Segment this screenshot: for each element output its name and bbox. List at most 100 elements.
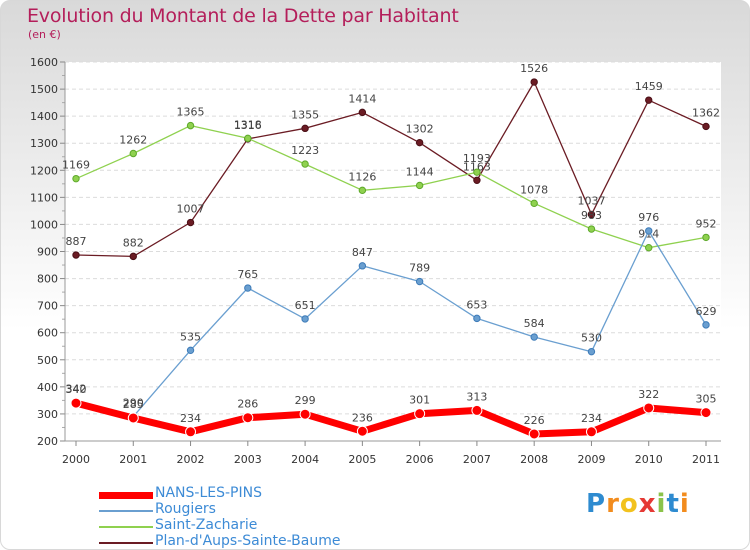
y-tick-label: 1500 [30,83,58,96]
series-line-0 [72,399,710,438]
data-label: 765 [237,268,258,281]
series-point-3 [473,176,481,185]
data-label: 847 [352,246,373,259]
data-label: 530 [581,332,602,345]
legend-item: Plan-d'Aups-Sainte-Baume [99,533,399,549]
y-tick-label: 600 [37,327,58,340]
logo-letter: P [586,489,607,519]
logo-letter: o [619,489,639,519]
data-label: 342 [66,383,87,396]
data-label: 1459 [635,80,663,93]
y-tick-label: 800 [37,273,58,286]
x-tick-label: 2008 [520,453,548,466]
series-point-3 [301,124,309,133]
logo-letter: r [606,489,620,519]
series-point-3 [587,210,596,219]
series-point-1 [186,346,195,355]
x-tick-label: 2004 [291,453,319,466]
data-label: 651 [295,299,316,312]
series-line-2 [75,124,707,249]
series-point-2 [473,168,481,176]
legend-label: Rougiers [155,501,216,517]
y-tick-label: 1600 [30,56,58,69]
series-point-2 [358,186,367,195]
legend-item: Saint-Zacharie [99,517,399,535]
series-point-2 [301,160,309,168]
data-label: 340 [66,383,87,396]
series-point-0 [471,404,483,416]
data-label: 1302 [406,123,434,136]
x-tick-label: 2005 [348,453,376,466]
data-label: 1163 [463,160,491,173]
data-label: 983 [581,209,602,222]
series-point-2 [702,233,710,242]
x-tick-label: 2010 [635,453,663,466]
series-point-2 [244,134,252,143]
data-label: 1169 [62,159,90,172]
chart-legend: NANS-LES-PINS Rougiers Saint-Zacharie Plan-… [99,485,399,549]
y-tick-label: 1300 [30,137,58,150]
y-tick-label: 1200 [30,164,58,177]
series-point-3 [530,78,538,86]
x-tick-label: 2009 [577,453,605,466]
data-label: 882 [123,236,144,249]
legend-swatch [99,491,153,499]
data-label: 234 [581,412,602,425]
series-point-1 [702,321,710,329]
series-point-3 [415,138,424,147]
data-label: 535 [180,330,201,343]
series-point-1 [415,277,424,286]
x-tick-label: 2003 [234,453,262,466]
series-line-3 [75,81,707,258]
series-point-0 [643,402,655,414]
series-point-0 [185,426,197,438]
data-label: 1355 [291,108,319,121]
legend-swatch [99,526,153,528]
legend-label: NANS-LES-PINS [155,485,262,501]
data-label: 1365 [177,106,205,119]
series-point-3 [645,96,653,104]
data-label: 1526 [520,62,548,75]
chart-unit-label: (en €) [28,28,61,41]
data-label: 952 [696,217,717,230]
x-tick-label: 2001 [119,453,147,466]
x-tick-label: 2002 [177,453,205,466]
data-label: 1223 [291,144,319,157]
data-label: 236 [352,411,373,424]
data-label: 234 [180,412,201,425]
series-point-1 [244,284,252,292]
series-point-0 [356,425,368,437]
legend-item: NANS-LES-PINS [99,485,399,503]
data-label: 1078 [520,183,548,196]
data-label: 1007 [177,203,205,216]
data-label: 1193 [463,152,491,165]
series-point-1 [301,315,309,323]
data-label: 1318 [234,118,262,131]
series-point-1 [587,347,596,356]
series-point-2 [415,181,424,190]
data-label: 789 [409,262,430,275]
legend-swatch [99,542,153,544]
data-label: 653 [466,298,487,311]
data-label: 313 [466,390,487,403]
data-label: 286 [237,398,258,411]
series-point-1 [473,314,481,323]
data-label: 1414 [348,92,376,105]
x-tick-label: 2000 [62,453,90,466]
legend-item: Rougiers [99,501,399,519]
x-tick-label: 2007 [463,453,491,466]
series-point-1 [530,333,538,341]
data-label: 1144 [406,165,434,178]
y-tick-label: 1000 [30,218,58,231]
chart-title: Evolution du Montant de la Dette par Hab… [27,5,459,27]
data-label: 887 [66,235,87,248]
legend-label: Saint-Zacharie [155,517,258,533]
legend-swatch [99,510,153,512]
logo-letter: t [666,489,680,519]
y-tick-label: 900 [37,246,58,259]
data-label: 301 [409,394,430,407]
series-point-3 [129,252,137,261]
data-label: 290 [123,397,144,410]
series-point-0 [414,408,426,420]
